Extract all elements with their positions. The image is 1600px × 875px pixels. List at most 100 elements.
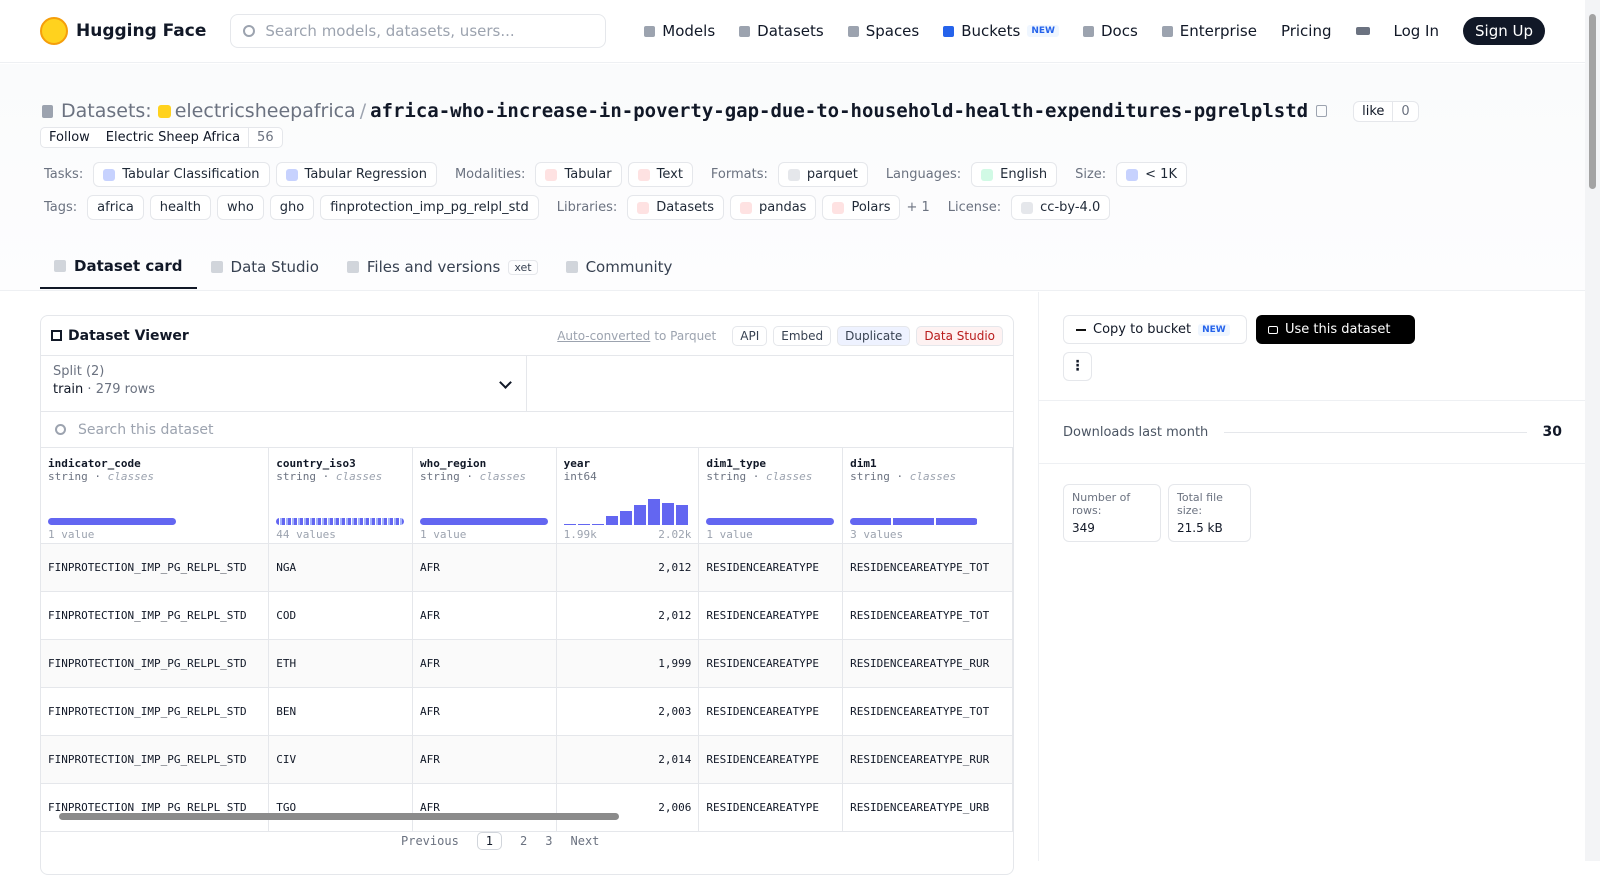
horizontal-scrollbar[interactable] <box>59 813 619 820</box>
brand[interactable]: Hugging Face <box>76 21 207 41</box>
column-header[interactable]: country_iso3 string · classes 44 values <box>268 448 413 544</box>
hist-bar[interactable] <box>647 498 660 525</box>
more-link[interactable]: + 1 <box>906 200 930 215</box>
page-number[interactable]: 3 <box>545 834 553 848</box>
page-number[interactable]: 2 <box>520 834 528 848</box>
embed-button[interactable]: Embed <box>773 325 832 346</box>
signup-button[interactable]: Sign Up <box>1463 17 1545 45</box>
chip-icon <box>832 201 845 214</box>
class-bar[interactable] <box>419 517 548 525</box>
viewer-search[interactable]: Search this dataset <box>41 412 1013 448</box>
column-header[interactable]: dim1 string · classes 3 values <box>842 448 1013 544</box>
hist-bar[interactable] <box>661 502 674 525</box>
class-bar[interactable] <box>850 517 979 525</box>
duplicate-button[interactable]: Duplicate <box>837 325 911 346</box>
hist-bar[interactable] <box>563 523 576 525</box>
api-button[interactable]: API <box>732 325 768 346</box>
follow-button[interactable]: Follow Electric Sheep Africa 56 <box>40 127 283 148</box>
chip-text: parquet <box>806 167 858 182</box>
data-studio-button[interactable]: Data Studio <box>916 325 1003 346</box>
class-bar[interactable] <box>48 517 176 525</box>
header-row: indicator_code string · classes 1 value cou… <box>41 448 1013 544</box>
column-histogram <box>706 499 835 525</box>
nav-link[interactable]: Datasets <box>739 22 824 40</box>
next-page[interactable]: Next <box>570 834 600 848</box>
nav-link[interactable]: Enterprise <box>1161 22 1257 40</box>
page-number[interactable]: 1 <box>476 832 503 850</box>
tag-chip[interactable]: < 1K <box>1116 162 1187 187</box>
copy-icon[interactable] <box>1316 105 1328 117</box>
auto-converted[interactable]: Auto-converted to Parquet <box>557 329 716 343</box>
nav-link[interactable]: Models <box>644 22 715 40</box>
table-cell: RESIDENCEAREATYPE_TOT <box>842 687 1013 736</box>
tag-chip[interactable]: Tabular Regression <box>275 162 437 187</box>
rows-label: Number of rows: <box>1072 491 1131 517</box>
column-header[interactable]: year int64 1.99k 2.02k <box>556 448 700 544</box>
dataset-viewer: Dataset Viewer Auto-converted to Parquet … <box>40 315 1014 875</box>
copy-to-bucket[interactable]: Copy to bucket NEW <box>1063 315 1247 344</box>
menu-button[interactable] <box>1355 27 1370 35</box>
table-cell: 2,003 <box>556 687 700 736</box>
tag-chip[interactable]: health <box>149 195 211 220</box>
tab[interactable]: Files and versions xet <box>333 248 552 289</box>
logo[interactable] <box>40 17 68 45</box>
tag-chip[interactable]: Text <box>627 162 693 187</box>
column-header[interactable]: indicator_code string · classes 1 value <box>41 448 270 544</box>
use-dataset[interactable]: Use this dataset <box>1256 315 1415 344</box>
tag-chip[interactable]: who <box>216 195 264 220</box>
class-bar[interactable] <box>706 517 835 525</box>
owner-avatar <box>157 104 171 118</box>
hist-bar[interactable] <box>633 504 646 525</box>
column-min: 1.99k <box>563 527 597 541</box>
table-row[interactable]: FINPROTECTION_IMP_PG_RELPL_STD COD AFR 2,01… <box>41 591 1013 640</box>
more-button[interactable]: ⋮ <box>1063 352 1092 381</box>
nav-link[interactable]: Buckets NEW <box>943 22 1059 40</box>
meta-group: License: cc-by-4.0 <box>944 195 1111 220</box>
prev-page[interactable]: Previous <box>401 834 459 848</box>
tag-chip[interactable]: Tabular <box>535 162 622 187</box>
hist-bar[interactable] <box>605 515 618 525</box>
tag-chip[interactable]: africa <box>87 195 144 220</box>
repo-kind[interactable]: Datasets: <box>61 100 152 122</box>
hist-bar[interactable] <box>577 523 590 525</box>
tag-chip[interactable]: gho <box>269 195 315 220</box>
tag-chip[interactable]: finprotection_imp_pg_relpl_std <box>320 195 539 220</box>
column-header[interactable]: dim1_type string · classes 1 value <box>698 448 844 544</box>
tab[interactable]: Dataset card <box>40 248 197 289</box>
nav-link[interactable]: Spaces <box>847 22 919 40</box>
hist-bar[interactable] <box>619 510 632 525</box>
scroll-thumb[interactable] <box>1589 14 1596 189</box>
tag-chip[interactable]: Datasets <box>627 195 724 220</box>
hist-bar[interactable] <box>675 504 688 525</box>
tab[interactable]: Data Studio <box>197 248 333 289</box>
repo-name[interactable]: africa-who-increase-in-poverty-gap-due-t… <box>370 100 1309 122</box>
tab[interactable]: Community <box>552 248 687 289</box>
like-button[interactable]: like 0 <box>1353 100 1419 122</box>
page-scrollbar[interactable] <box>1585 0 1600 861</box>
search-box[interactable]: Search models, datasets, users... <box>230 14 607 48</box>
repo-owner[interactable]: electricsheepafrica <box>174 100 356 122</box>
auto-link[interactable]: Auto-converted <box>557 328 651 343</box>
login-link[interactable]: Log In <box>1393 22 1440 40</box>
table-row[interactable]: FINPROTECTION_IMP_PG_RELPL_STD ETH AFR 1,99… <box>41 639 1013 688</box>
table-row[interactable]: FINPROTECTION_IMP_PG_RELPL_STD BEN AFR 2,00… <box>41 687 1013 736</box>
table-row[interactable]: FINPROTECTION_IMP_PG_RELPL_STD CIV AFR 2,01… <box>41 735 1013 784</box>
nav-link[interactable]: Pricing <box>1281 22 1332 40</box>
tag-chip[interactable]: pandas <box>729 195 817 220</box>
table-row[interactable]: FINPROTECTION_IMP_PG_RELPL_STD TGO AFR 2,00… <box>41 783 1013 832</box>
table-row[interactable]: FINPROTECTION_IMP_PG_RELPL_STD NGA AFR 2,01… <box>41 543 1013 592</box>
tag-chip[interactable]: Polars <box>822 195 901 220</box>
hist-bar[interactable] <box>591 523 604 525</box>
tag-chip[interactable]: Tabular Classification <box>93 162 270 187</box>
meta-group: Tasks: Tabular Classification Tabular Regr… <box>40 162 437 187</box>
org-name: Electric Sheep Africa <box>105 130 241 145</box>
class-bar[interactable] <box>276 517 405 525</box>
column-header[interactable]: who_region string · classes 1 value <box>412 448 557 544</box>
tag-chip[interactable]: cc-by-4.0 <box>1011 195 1111 220</box>
nav-link[interactable]: Docs <box>1082 22 1138 40</box>
menu-icon <box>1355 27 1370 35</box>
tag-chip[interactable]: parquet <box>777 162 868 187</box>
split-dropdown[interactable]: Split (2) train · 279 rows <box>41 356 527 411</box>
meta-group: Tags: africa health who gho finprotection_imp… <box>40 195 539 220</box>
tag-chip[interactable]: English <box>971 162 1058 187</box>
